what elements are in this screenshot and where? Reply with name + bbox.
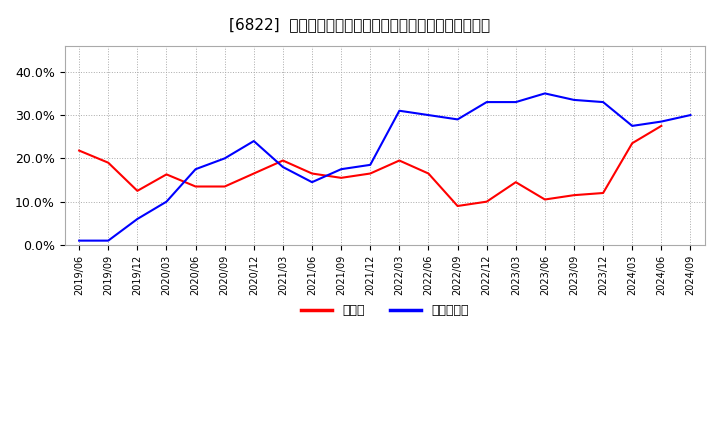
- Legend: 現預金, 有利子負債: 現預金, 有利子負債: [296, 299, 474, 323]
- Text: [6822]  現預金、有利子負債の総資産に対する比率の推移: [6822] 現預金、有利子負債の総資産に対する比率の推移: [230, 18, 490, 33]
